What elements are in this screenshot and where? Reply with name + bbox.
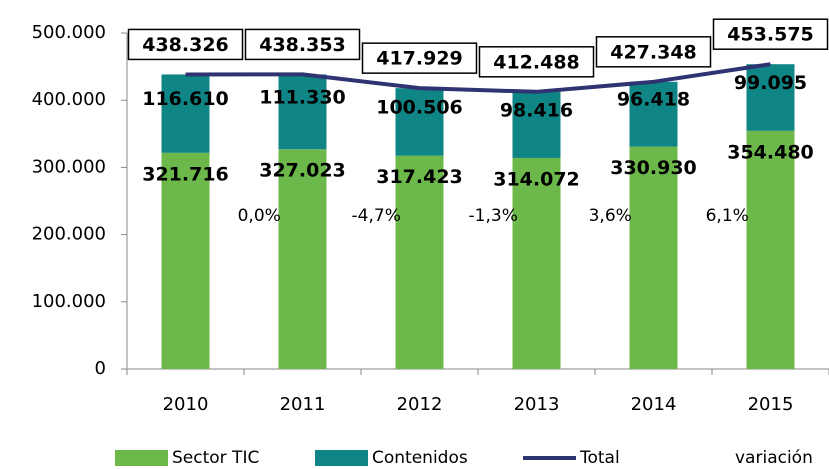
value-label: 412.488 (493, 51, 580, 73)
value-label: 314.072 (493, 168, 580, 190)
value-label: 317.423 (376, 166, 463, 188)
bar-contenidos (278, 74, 327, 150)
legend-swatch (115, 450, 168, 466)
value-label: 99.095 (734, 72, 807, 94)
value-label: 116.610 (142, 88, 229, 110)
total-label-box (127, 28, 244, 61)
y-tick-label: 300.000 (32, 156, 106, 177)
bar-sector-tic (746, 130, 795, 369)
value-label: 96.418 (617, 89, 690, 111)
value-label: 100.506 (376, 96, 463, 118)
total-label-box (478, 46, 595, 78)
bar-contenidos (512, 91, 561, 158)
x-tick-label: 2010 (163, 394, 209, 415)
y-tick-label: 100.000 (32, 291, 106, 312)
variation-label: 6,1% (706, 206, 749, 226)
value-label: 354.480 (727, 141, 814, 163)
bar-sector-tic (278, 149, 327, 369)
value-label: 98.416 (500, 99, 573, 121)
value-label: 453.575 (727, 24, 814, 46)
value-label: 427.348 (610, 41, 697, 63)
x-tick-label: 2011 (280, 394, 326, 415)
legend-swatch (315, 450, 368, 466)
y-tick-label: 400.000 (32, 89, 106, 110)
bar-contenidos (746, 64, 795, 131)
y-tick-label: 200.000 (32, 224, 106, 245)
value-label: 321.716 (142, 163, 229, 185)
x-tick-label: 2014 (631, 394, 677, 415)
value-label: 111.330 (259, 86, 346, 108)
total-label-box (595, 36, 712, 68)
legend-label: Sector TIC (172, 448, 259, 468)
value-label: 330.930 (610, 157, 697, 179)
y-tick-label: 500.000 (32, 22, 106, 43)
total-label-box (361, 42, 478, 74)
value-label: 438.326 (142, 34, 229, 56)
legend-label: Total (579, 448, 620, 468)
variation-label: -4,7% (352, 206, 401, 226)
bar-contenidos (395, 88, 444, 156)
x-tick-label: 2012 (397, 394, 443, 415)
value-label: 438.353 (259, 34, 346, 56)
value-label: 327.023 (259, 160, 346, 182)
x-tick-label: 2013 (514, 394, 560, 415)
bar-contenidos (629, 81, 678, 147)
bar-sector-tic (629, 146, 678, 369)
variation-label: -1,3% (469, 206, 518, 226)
total-line (185, 62, 771, 94)
legend-label: variación (735, 448, 813, 468)
bar-sector-tic (161, 152, 210, 369)
bar-sector-tic (395, 155, 444, 369)
total-label-box (712, 18, 829, 50)
variation-label: 3,6% (589, 206, 632, 226)
y-tick-label: 0 (95, 358, 106, 379)
variation-label: 0,0% (238, 206, 281, 226)
total-label-box (244, 28, 361, 61)
legend-label: Contenidos (372, 448, 468, 468)
x-tick-label: 2015 (748, 394, 794, 415)
bar-contenidos (161, 74, 210, 153)
value-label: 417.929 (376, 48, 463, 70)
bar-sector-tic (512, 157, 561, 369)
